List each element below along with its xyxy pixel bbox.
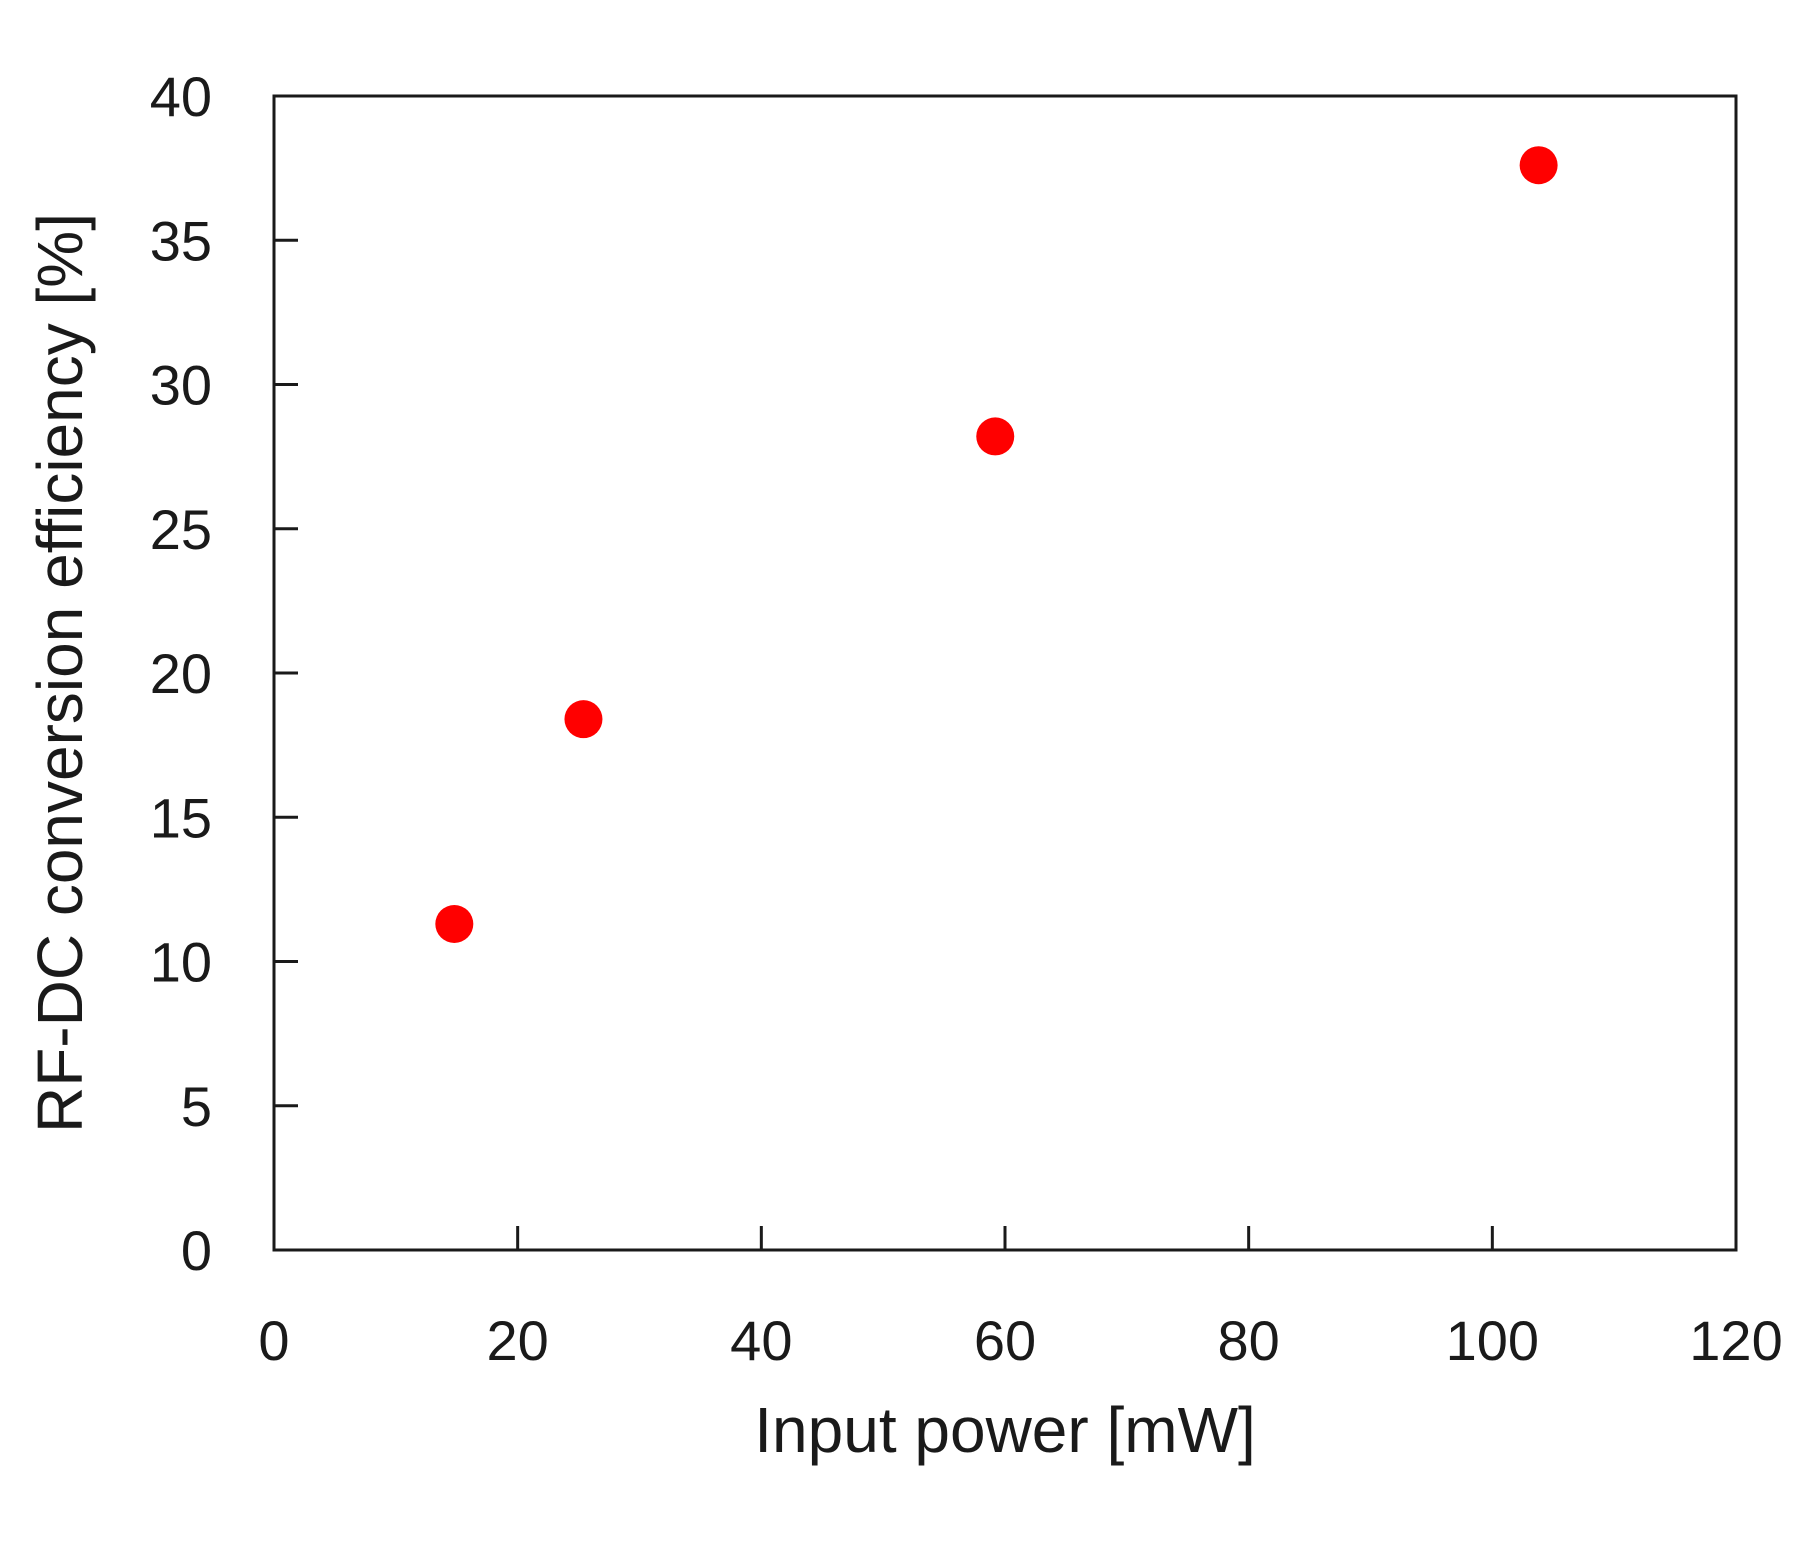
y-tick-label: 35	[150, 209, 212, 272]
x-tick-label: 60	[974, 1309, 1036, 1372]
x-tick-label: 40	[730, 1309, 792, 1372]
y-tick-label: 15	[150, 786, 212, 849]
y-tick-label: 30	[150, 354, 212, 417]
x-axis-title: Input power [mW]	[754, 1394, 1256, 1466]
y-tick-label: 10	[150, 931, 212, 994]
y-tick-label: 5	[181, 1075, 212, 1138]
data-point	[976, 417, 1015, 456]
data-point	[1519, 146, 1558, 185]
data-point	[435, 904, 474, 943]
data-point	[564, 700, 603, 739]
y-tick-label: 40	[150, 65, 212, 128]
x-tick-label: 0	[258, 1309, 289, 1372]
x-tick-label: 100	[1446, 1309, 1539, 1372]
plot-area-frame	[272, 94, 1738, 1252]
x-tick-label: 120	[1689, 1309, 1782, 1372]
y-axis-title: RF-DC conversion efficiency [%]	[24, 213, 96, 1133]
x-tick-label: 20	[487, 1309, 549, 1372]
ticks-layer: 0 20 40 60 80 100 120 0 5 10 15 20 25 30 35 40	[150, 65, 1783, 1372]
points-layer	[435, 146, 1558, 943]
y-tick-label: 0	[181, 1219, 212, 1282]
y-tick-label: 25	[150, 498, 212, 561]
y-tick-label: 20	[150, 642, 212, 705]
x-tick-label: 80	[1218, 1309, 1280, 1372]
